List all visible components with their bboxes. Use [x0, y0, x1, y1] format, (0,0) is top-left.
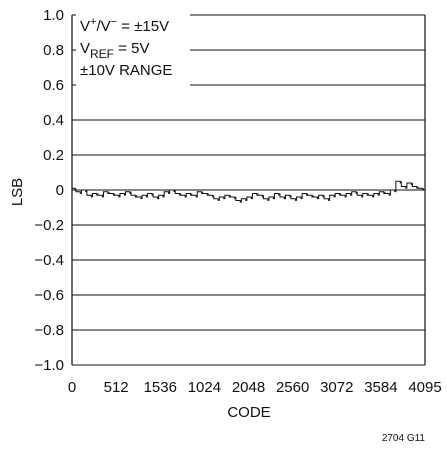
- x-tick-label: 3584: [364, 379, 397, 396]
- y-tick-label: −0.2: [34, 217, 64, 234]
- x-tick-label: 1024: [188, 379, 221, 396]
- annotation-background: [76, 13, 190, 91]
- vref-annotation: VREF = 5V: [80, 40, 149, 61]
- x-tick-label: 0: [68, 379, 76, 396]
- x-tick-label: 2560: [276, 379, 309, 396]
- x-tick-labels: 0 512 1536 1024 2048 2560 3072 3584 4095: [68, 379, 442, 396]
- inl-trace: [72, 180, 425, 203]
- x-tick-label: 512: [104, 379, 129, 396]
- y-tick-label: 0.4: [43, 112, 64, 129]
- y-tick-label: 0: [56, 182, 64, 199]
- y-tick-label: −0.6: [34, 287, 64, 304]
- x-axis-title: CODE: [227, 404, 270, 421]
- y-tick-label: −0.8: [34, 322, 64, 339]
- series-line: [72, 180, 425, 203]
- x-tick-label: 4095: [408, 379, 441, 396]
- y-tick-label: −1.0: [34, 357, 64, 374]
- x-tick-label: 3072: [320, 379, 353, 396]
- x-tick-label: 2048: [232, 379, 265, 396]
- range-annotation: ±10V RANGE: [80, 62, 172, 79]
- y-tick-label: −0.4: [34, 252, 64, 269]
- figure-code: 2704 G11: [382, 433, 426, 444]
- annotation-box: V+/V− = ±15V VREF = 5V ±10V RANGE: [76, 13, 190, 91]
- y-tick-label: 0.2: [43, 147, 64, 164]
- supply-annotation: V+/V− = ±15V: [80, 16, 169, 35]
- x-tick-label: 1536: [144, 379, 177, 396]
- y-tick-label: 1.0: [43, 7, 64, 24]
- y-tick-label: 0.6: [43, 77, 64, 94]
- y-axis-title: LSB: [9, 178, 26, 206]
- y-tick-label: 0.8: [43, 42, 64, 59]
- y-tick-labels: 1.0 0.8 0.6 0.4 0.2 0 −0.2 −0.4 −0.6 −0.8 −1.0: [34, 7, 64, 374]
